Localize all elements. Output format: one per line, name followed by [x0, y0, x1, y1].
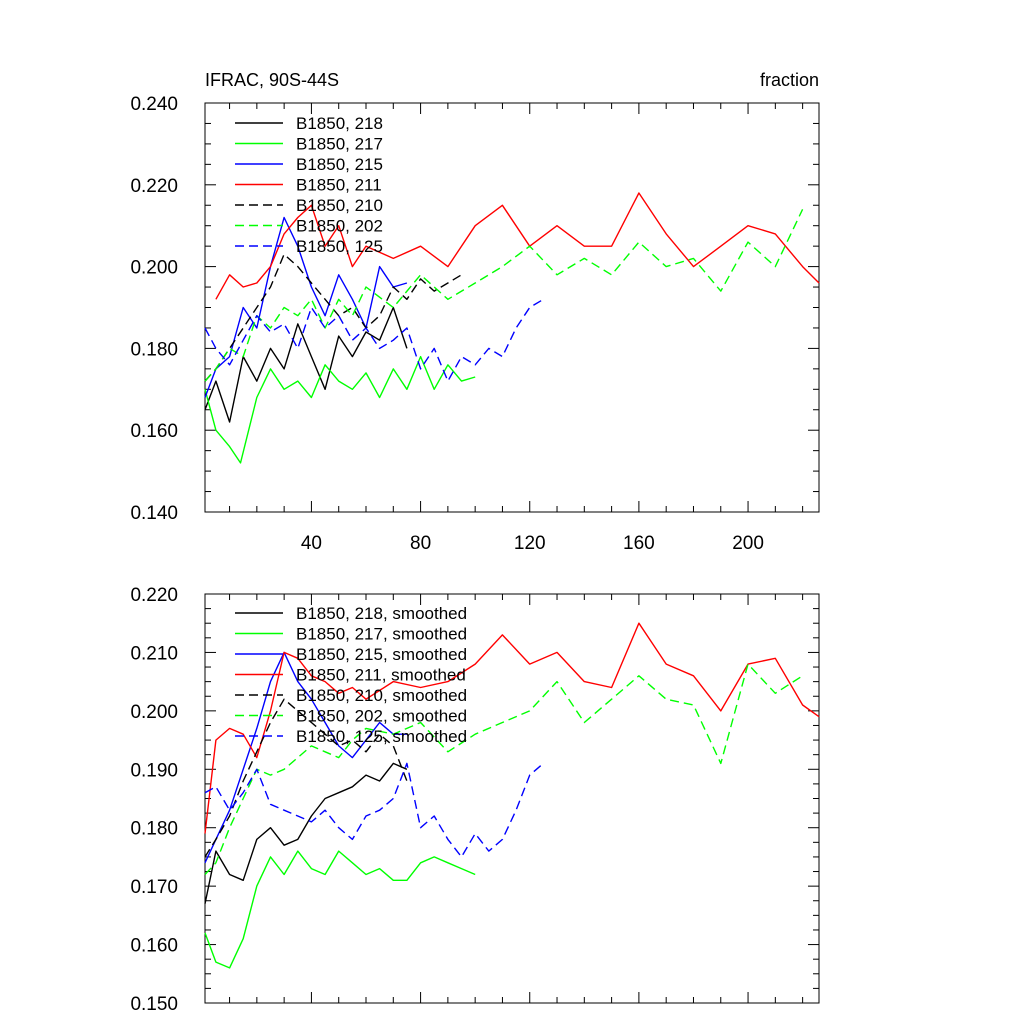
legend-label-3: B1850, 215: [296, 155, 383, 174]
legend-label-2: B1850, 217: [296, 135, 383, 154]
series-line-4: [204, 622, 820, 834]
x-tick-label: 80: [410, 533, 431, 554]
top-panel-units: fraction: [760, 70, 819, 90]
legend-label-1: B1850, 218, smoothed: [296, 604, 467, 623]
legend-label-7: B1850, 125, smoothed: [296, 727, 467, 746]
series-line-7: [204, 762, 544, 858]
series-line-5: [204, 698, 408, 858]
y-tick-label: 0.240: [130, 94, 178, 115]
series-line-2: [204, 355, 476, 464]
y-tick-label: 0.150: [130, 994, 178, 1015]
legend-label-1: B1850, 218: [296, 114, 383, 133]
series-line-3: [204, 216, 408, 398]
legend-label-6: B1850, 202: [296, 217, 383, 236]
y-tick-label: 0.210: [130, 643, 178, 664]
series-line-2: [204, 850, 476, 969]
legend-label-5: B1850, 210, smoothed: [296, 686, 467, 705]
y-tick-label: 0.190: [130, 760, 178, 781]
y-tick-label: 0.160: [130, 936, 178, 957]
y-tick-label: 0.200: [130, 702, 178, 723]
series-line-6: [204, 208, 804, 382]
series-line-6: [204, 663, 803, 875]
series-line-4: [215, 192, 820, 300]
x-tick-label: 40: [301, 533, 322, 554]
legend-label-2: B1850, 217, smoothed: [296, 625, 467, 644]
y-tick-label: 0.220: [130, 176, 178, 197]
legend-label-6: B1850, 202, smoothed: [296, 707, 467, 726]
series-line-1: [204, 762, 408, 904]
y-tick-label: 0.200: [130, 258, 178, 279]
legend-label-7: B1850, 125: [296, 237, 383, 256]
y-tick-label: 0.220: [130, 585, 178, 606]
legend-label-4: B1850, 211: [296, 176, 382, 195]
y-tick-label: 0.160: [130, 421, 178, 442]
x-tick-label: 200: [732, 533, 764, 554]
series-line-7: [204, 298, 544, 382]
y-tick-label: 0.180: [130, 819, 178, 840]
bottom-panel: 40801201602000.1500.1600.1700.1800.1900.…: [130, 585, 820, 1015]
legend-label-4: B1850, 211, smoothed: [296, 666, 466, 685]
y-tick-label: 0.180: [130, 339, 178, 360]
series-line-1: [204, 306, 408, 423]
top-panel-title: IFRAC, 90S-44S: [205, 70, 339, 90]
x-tick-label: 120: [514, 533, 546, 554]
y-tick-label: 0.140: [130, 503, 178, 524]
legend-label-5: B1850, 210: [296, 196, 383, 215]
y-tick-label: 0.170: [130, 877, 178, 898]
series-line-3: [204, 651, 407, 864]
top-panel: IFRAC, 90S-44S fraction 40 80 120 160 200 0.1…: [130, 70, 820, 554]
legend-label-3: B1850, 215, smoothed: [296, 645, 467, 664]
x-tick-label: 160: [623, 533, 655, 554]
